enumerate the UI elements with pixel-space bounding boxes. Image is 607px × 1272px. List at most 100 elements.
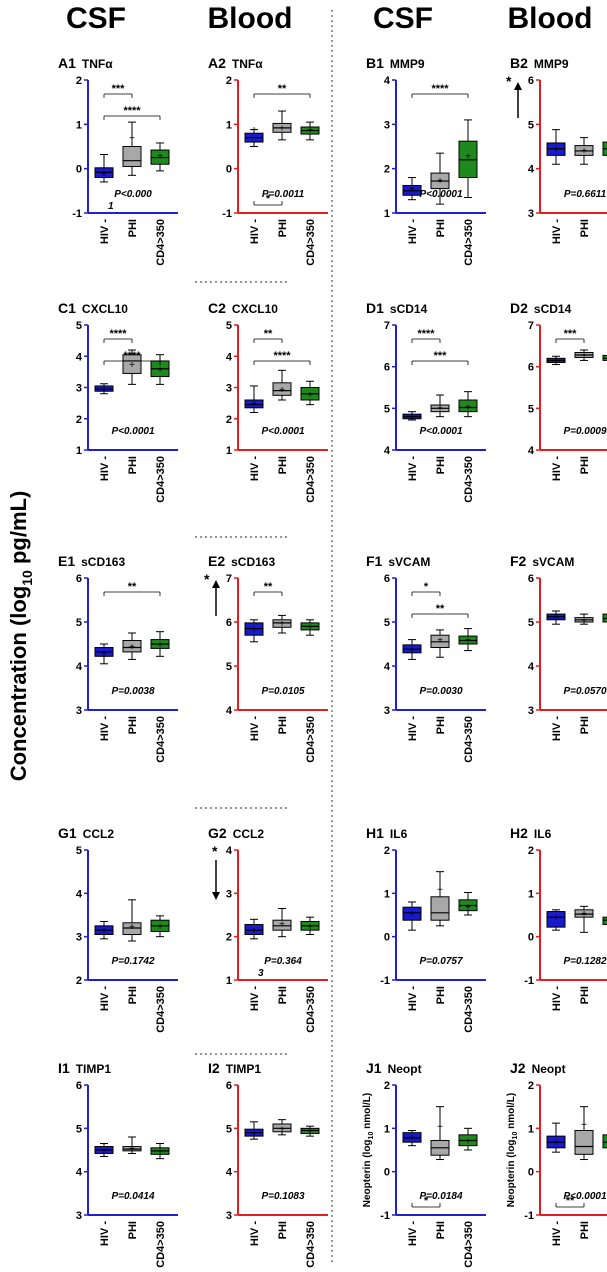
p-value-sub: 1 [108,201,114,212]
box-cd4: + [300,121,320,141]
box-body [122,922,142,935]
y-tick-label: 6 [528,362,534,374]
p-value: P=0.0009 [563,426,607,437]
box-mean-marker: + [101,926,107,937]
panel-title-code: F1 [366,553,383,569]
y-tick-label: 1 [528,888,534,900]
y-tick-label: 4 [226,1167,233,1179]
box-mean-marker: + [581,1120,587,1131]
arrow-label: * [506,73,512,89]
y-tick-label: 5 [76,617,82,629]
category-label: HIV - [249,1221,261,1246]
panel-title: J2 Neopt [510,1060,566,1076]
box-mean-marker: + [437,1122,443,1133]
category-label: CD4>350 [305,986,317,1033]
p-value-text: P=0.1282 [563,956,607,967]
y-tick-label: 6 [226,617,232,629]
panel-title: C1 CXCL10 [58,300,128,316]
header-blood-right: Blood [508,2,593,35]
y-tick-label: 3 [76,705,82,717]
y-tick-label: 2 [226,414,232,426]
sig-label: ** [278,83,287,95]
box-mean-marker: + [465,1136,471,1147]
panel-y-label-sub: 10 [368,1132,375,1140]
box-mean-marker: + [129,1144,135,1155]
y-tick-label: 3 [384,119,390,131]
p-value: P=0.1083 [261,1191,305,1202]
y-tick-label: 3 [226,888,232,900]
p-value: P=0.6611 [564,189,607,200]
panel-title-code: G2 [208,825,227,841]
box-body [272,919,292,931]
category-label: PHI [127,1221,139,1239]
box-mean-marker: + [129,360,135,371]
p-value: P<0.0001 [563,1191,607,1202]
panel-title-name: IL6 [390,827,408,841]
y-tick-label: 2 [226,75,232,87]
category-label: HIV - [99,219,111,244]
box-body [602,916,607,926]
category-label: HIV - [407,986,419,1011]
p-value: P=0.0570 [563,686,607,697]
panel-title-code: J1 [366,1060,382,1076]
category-label: PHI [435,456,447,474]
panel-j1: J1 Neopt -1 0 1 2 + + + *P=0.0184 Neopterin (log10… [362,1060,486,1268]
box-body [122,354,142,374]
box-phi: + [122,632,142,660]
y-tick-label: 6 [528,75,534,87]
box-phi: + [430,152,450,205]
y-tick-label: 1 [76,119,82,131]
category-label: PHI [579,716,591,734]
panel-y-label-main: Neopterin (log [362,1139,373,1207]
box-hiv-neg: + [546,909,566,931]
y-tick-label: 0 [384,932,390,944]
panel-title-name: Neopt [388,1062,422,1076]
box-cd4: + [458,628,478,652]
box-mean-marker: + [581,146,587,157]
box-mean-marker: + [581,909,587,920]
y-tick-label: -1 [380,1210,390,1222]
box-cd4: + [458,119,478,198]
sig-label: *** [564,328,578,340]
box-phi: + [574,905,594,933]
panel-title-code: B1 [366,55,384,71]
y-tick-label: 2 [528,1080,534,1092]
y-tick-label: 3 [384,705,390,717]
box-mean-marker: + [437,636,443,647]
y-tick-label: 2 [384,845,390,857]
box-hiv-neg: + [94,383,114,396]
y-tick-label: 4 [76,661,83,673]
p-value-text: P=0.0184 [419,1191,463,1202]
sig-label: **** [417,328,435,340]
category-label: PHI [127,219,139,237]
box-mean-marker: + [157,922,163,933]
y-tick-label: 5 [76,1123,82,1135]
box-hiv-neg: + [244,918,264,940]
box-phi: + [272,908,292,938]
svg-text:Concentration (log10 pg/mL): Concentration (log10 pg/mL) [6,491,35,782]
panel-title-name: IL6 [534,827,552,841]
category-label: HIV - [99,456,111,481]
p-value: P=0.0105 [261,686,305,697]
box-cd4: + [150,1143,170,1160]
y-tick-label: 5 [76,320,82,332]
panel-title-code: I1 [58,1060,70,1076]
panel-title-code: D1 [366,300,384,316]
panel-title-code: E2 [208,553,225,569]
box-cd4: + [602,141,607,156]
box-cd4: + [300,619,320,636]
category-label: PHI [127,456,139,474]
sig-label: * [424,1195,429,1207]
category-label: PHI [579,456,591,474]
box-cd4: + [602,354,607,361]
category-label: PHI [277,1221,289,1239]
panel-title: F1 sVCAM [366,553,430,569]
box-hiv-neg: + [94,153,114,183]
y-tick-label: -1 [222,208,232,220]
p-value-text: P<0.000 [114,189,152,200]
box-cd4: + [300,1125,320,1138]
category-label: HIV - [407,219,419,244]
